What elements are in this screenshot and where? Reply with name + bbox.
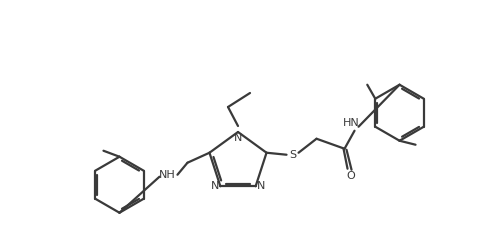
Text: N: N [257,181,265,191]
Text: N: N [234,133,242,143]
Text: O: O [346,171,355,181]
Text: N: N [211,181,220,191]
Text: S: S [289,150,296,160]
Text: HN: HN [343,118,360,128]
Text: NH: NH [159,170,176,180]
